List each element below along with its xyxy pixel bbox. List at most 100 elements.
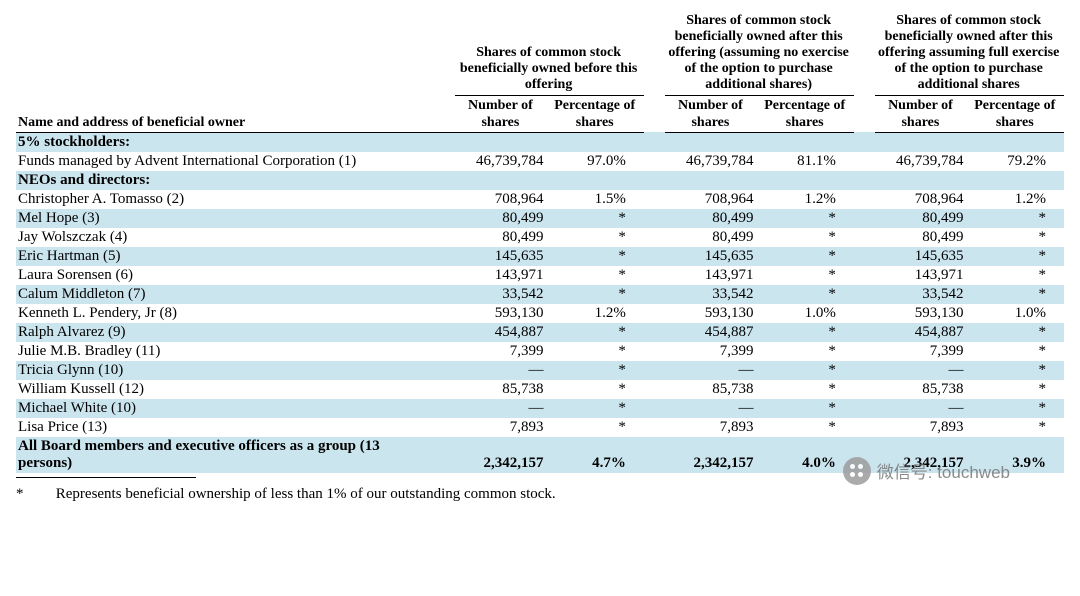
cell-num: 33,542	[455, 285, 547, 304]
owner-name: Calum Middleton (7)	[16, 285, 455, 304]
cell-pct: *	[757, 266, 853, 285]
owner-name: Christopher A. Tomasso (2)	[16, 190, 455, 209]
cell-num: 145,635	[875, 247, 967, 266]
cell-pct: *	[547, 361, 643, 380]
cell-pct: *	[967, 228, 1064, 247]
cell-pct: 1.0%	[757, 304, 853, 323]
cell-pct: 1.2%	[757, 190, 853, 209]
table-row: Christopher A. Tomasso (2)708,9641.5%708…	[16, 190, 1064, 209]
table-row: Laura Sorensen (6)143,971*143,971*143,97…	[16, 266, 1064, 285]
cell-num: —	[875, 399, 967, 418]
cell-num: 2,342,157	[665, 437, 757, 473]
footnote-rule	[16, 477, 196, 478]
cell-num: 454,887	[455, 323, 547, 342]
cell-num: —	[455, 361, 547, 380]
table-row: Tricia Glynn (10)—*—*—*	[16, 361, 1064, 380]
cell-num: 7,399	[455, 342, 547, 361]
header-group-row: Shares of common stock beneficially owne…	[16, 12, 1064, 96]
cell-pct: *	[757, 342, 853, 361]
cell-pct: 3.9%	[967, 437, 1064, 473]
cell-pct: *	[757, 361, 853, 380]
cell-pct: 1.0%	[967, 304, 1064, 323]
cell-pct: *	[967, 285, 1064, 304]
cell-pct: *	[967, 418, 1064, 437]
row-head-label: Name and address of beneficial owner	[16, 96, 455, 132]
cell-pct: *	[757, 323, 853, 342]
footnote: * Represents beneficial ownership of les…	[16, 486, 1064, 503]
section-neos: NEOs and directors:	[16, 171, 1064, 190]
cell-pct: *	[757, 209, 853, 228]
col-group-3: Shares of common stock beneficially owne…	[875, 12, 1064, 96]
cell-num: 33,542	[875, 285, 967, 304]
col-sub-num-1: Number of shares	[455, 96, 547, 132]
col-sub-num-3: Number of shares	[875, 96, 967, 132]
cell-num: —	[455, 399, 547, 418]
table-row: Jay Wolszczak (4)80,499*80,499*80,499*	[16, 228, 1064, 247]
cell-pct: 97.0%	[547, 152, 643, 171]
cell-num: 46,739,784	[455, 152, 547, 171]
col-sub-pct-1: Percentage of shares	[547, 96, 643, 132]
cell-pct: 81.1%	[757, 152, 853, 171]
owner-name: Tricia Glynn (10)	[16, 361, 455, 380]
cell-num: 80,499	[875, 228, 967, 247]
cell-pct: *	[967, 361, 1064, 380]
col-sub-num-2: Number of shares	[665, 96, 757, 132]
section-label: NEOs and directors:	[16, 171, 1064, 190]
cell-num: 80,499	[455, 209, 547, 228]
cell-num: 593,130	[455, 304, 547, 323]
cell-num: 2,342,157	[455, 437, 547, 473]
cell-num: 143,971	[455, 266, 547, 285]
owner-name: Eric Hartman (5)	[16, 247, 455, 266]
cell-pct: *	[547, 323, 643, 342]
col-sub-pct-3: Percentage of shares	[967, 96, 1064, 132]
cell-pct: *	[547, 380, 643, 399]
table-row: Ralph Alvarez (9)454,887*454,887*454,887…	[16, 323, 1064, 342]
cell-num: 80,499	[455, 228, 547, 247]
cell-num: 7,893	[875, 418, 967, 437]
cell-num: 454,887	[665, 323, 757, 342]
cell-pct: *	[547, 399, 643, 418]
cell-num: 593,130	[665, 304, 757, 323]
owner-name: Lisa Price (13)	[16, 418, 455, 437]
cell-num: 46,739,784	[665, 152, 757, 171]
cell-pct: 1.2%	[967, 190, 1064, 209]
table-row: Lisa Price (13)7,893*7,893*7,893*	[16, 418, 1064, 437]
cell-num: 80,499	[665, 228, 757, 247]
cell-num: 7,893	[455, 418, 547, 437]
cell-num: 143,971	[875, 266, 967, 285]
cell-pct: *	[757, 380, 853, 399]
cell-pct: *	[547, 285, 643, 304]
table-row: Calum Middleton (7)33,542*33,542*33,542*	[16, 285, 1064, 304]
cell-num: 708,964	[665, 190, 757, 209]
cell-num: 454,887	[875, 323, 967, 342]
cell-num: 7,399	[665, 342, 757, 361]
cell-pct: *	[757, 285, 853, 304]
cell-pct: *	[757, 228, 853, 247]
cell-pct: *	[547, 209, 643, 228]
cell-num: 46,739,784	[875, 152, 967, 171]
cell-num: 85,738	[665, 380, 757, 399]
cell-pct: *	[967, 380, 1064, 399]
cell-pct: 1.5%	[547, 190, 643, 209]
cell-pct: *	[967, 323, 1064, 342]
cell-num: 7,893	[665, 418, 757, 437]
cell-num: 708,964	[455, 190, 547, 209]
table-row: Mel Hope (3)80,499*80,499*80,499*	[16, 209, 1064, 228]
cell-pct: *	[967, 342, 1064, 361]
cell-pct: 1.2%	[547, 304, 643, 323]
table-row: Michael White (10)—*—*—*	[16, 399, 1064, 418]
cell-pct: *	[967, 247, 1064, 266]
table-row: Julie M.B. Bradley (11)7,399*7,399*7,399…	[16, 342, 1064, 361]
cell-pct: *	[967, 399, 1064, 418]
cell-num: 708,964	[875, 190, 967, 209]
cell-pct: *	[547, 266, 643, 285]
footnote-marker: *	[16, 486, 34, 503]
owner-name: Julie M.B. Bradley (11)	[16, 342, 455, 361]
cell-num: —	[875, 361, 967, 380]
owner-name: Mel Hope (3)	[16, 209, 455, 228]
owner-name: Ralph Alvarez (9)	[16, 323, 455, 342]
cell-num: 593,130	[875, 304, 967, 323]
section-label: 5% stockholders:	[16, 132, 1064, 152]
section-5pct: 5% stockholders:	[16, 132, 1064, 152]
cell-pct: 4.0%	[757, 437, 853, 473]
